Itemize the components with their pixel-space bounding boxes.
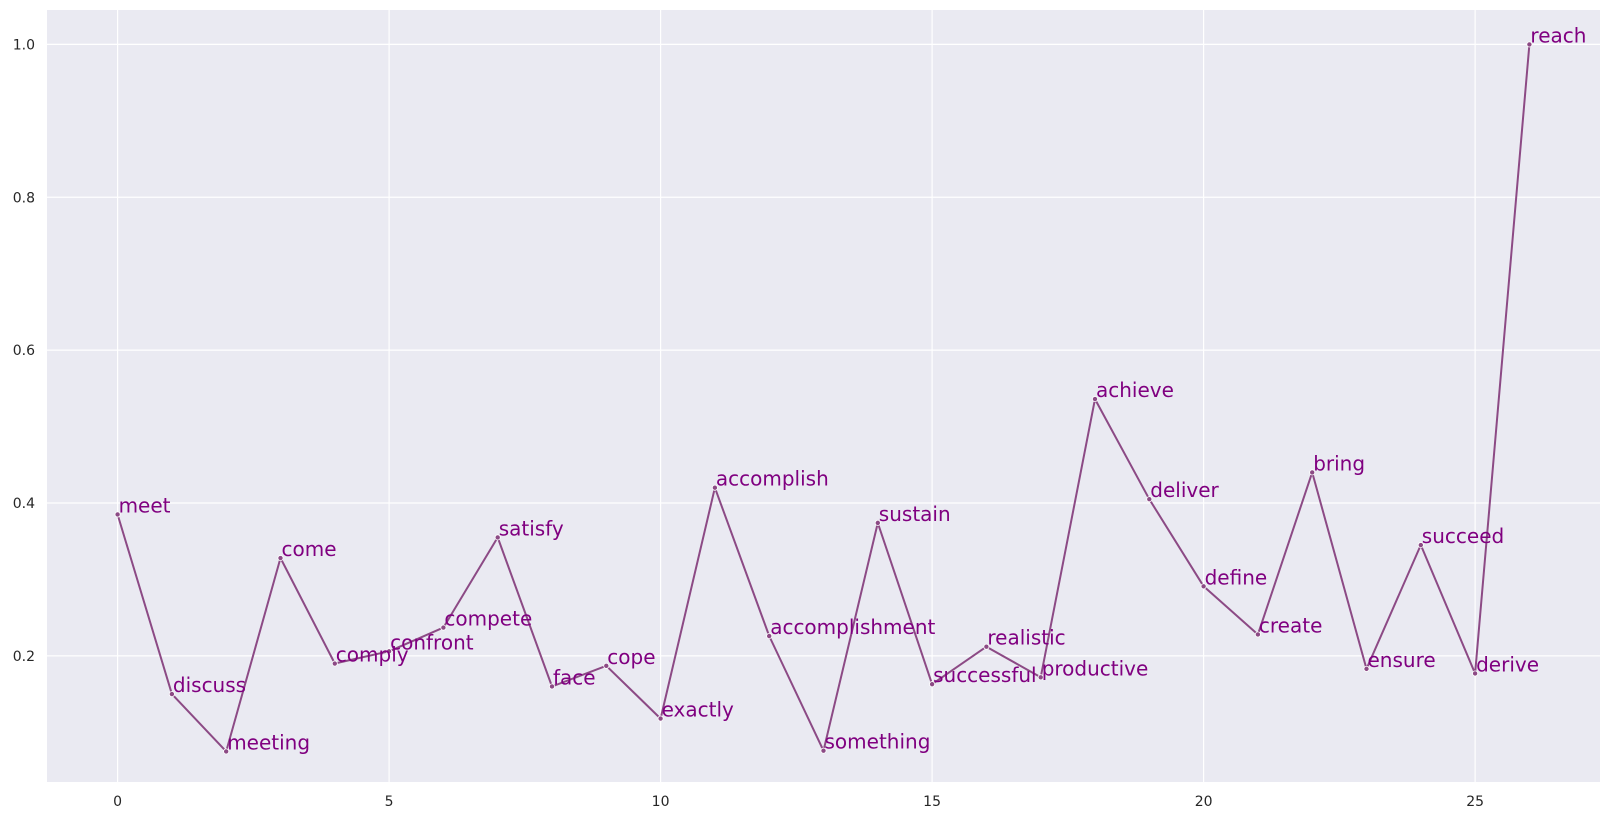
data-point bbox=[1037, 674, 1044, 681]
x-tick-label: 15 bbox=[923, 794, 941, 810]
data-point bbox=[1146, 496, 1153, 503]
data-point bbox=[874, 519, 881, 526]
y-tick-label: 1.0 bbox=[13, 37, 35, 53]
point-label: succeed bbox=[1422, 524, 1504, 548]
data-point bbox=[929, 681, 936, 688]
point-label: achieve bbox=[1096, 378, 1174, 402]
point-label: face bbox=[553, 665, 596, 689]
point-label: satisfy bbox=[499, 516, 564, 540]
y-tick-label: 0.6 bbox=[13, 343, 35, 359]
point-label: sustain bbox=[879, 502, 951, 526]
point-label: derive bbox=[1476, 652, 1539, 676]
point-labels: meet discuss meeting come complyconfrontcomp… bbox=[119, 23, 1587, 754]
data-point bbox=[548, 683, 555, 690]
point-label: accomplishment bbox=[770, 615, 935, 639]
point-label: define bbox=[1205, 565, 1268, 589]
point-label: something bbox=[825, 730, 931, 754]
data-point bbox=[983, 643, 990, 650]
grid bbox=[47, 10, 1600, 782]
x-tick-label: 0 bbox=[113, 794, 122, 810]
point-label: comply bbox=[336, 643, 409, 667]
data-point bbox=[711, 484, 718, 491]
point-label: compete bbox=[444, 607, 532, 631]
x-tick-label: 20 bbox=[1195, 794, 1213, 810]
data-point bbox=[1417, 542, 1424, 549]
data-point bbox=[1526, 41, 1533, 48]
point-label: meeting bbox=[227, 730, 310, 754]
data-point bbox=[331, 660, 338, 667]
point-label: meet bbox=[119, 493, 171, 517]
data-point bbox=[603, 662, 610, 669]
data-point bbox=[114, 511, 121, 518]
data-point bbox=[494, 534, 501, 541]
point-label: exactly bbox=[662, 698, 734, 722]
data-point bbox=[168, 691, 175, 698]
data-point bbox=[820, 747, 827, 754]
data-point bbox=[386, 648, 393, 655]
point-label: productive bbox=[1042, 656, 1149, 680]
data-point bbox=[766, 633, 773, 640]
data-point bbox=[1200, 583, 1207, 590]
data-point bbox=[223, 748, 230, 755]
axis-ticks: 0 5 10 15 20 25 0.2 0.4 0.6 0.8 1.0 bbox=[13, 37, 1484, 810]
y-tick-label: 0.4 bbox=[13, 496, 35, 512]
point-label: deliver bbox=[1150, 478, 1219, 502]
point-label: come bbox=[281, 537, 336, 561]
data-point bbox=[440, 624, 447, 631]
point-label: accomplish bbox=[716, 467, 829, 491]
data-point bbox=[1472, 670, 1479, 677]
x-tick-label: 5 bbox=[385, 794, 394, 810]
data-point bbox=[277, 555, 284, 562]
series bbox=[114, 41, 1533, 755]
data-point bbox=[1254, 631, 1261, 638]
data-point bbox=[1363, 665, 1370, 672]
data-point bbox=[1309, 469, 1316, 476]
point-label: bring bbox=[1313, 451, 1365, 475]
x-tick-label: 25 bbox=[1466, 794, 1484, 810]
point-label: reach bbox=[1530, 23, 1586, 47]
plot-background bbox=[47, 10, 1600, 782]
data-point bbox=[657, 715, 664, 722]
point-label: realistic bbox=[987, 626, 1065, 650]
x-tick-label: 10 bbox=[652, 794, 670, 810]
point-label: create bbox=[1259, 613, 1323, 637]
y-tick-label: 0.2 bbox=[13, 649, 35, 665]
point-label: confront bbox=[390, 630, 474, 654]
point-label: ensure bbox=[1368, 648, 1436, 672]
data-point bbox=[1092, 396, 1099, 403]
point-label: discuss bbox=[173, 673, 246, 697]
point-label: cope bbox=[607, 645, 655, 669]
y-tick-label: 0.8 bbox=[13, 190, 35, 206]
point-label: successful bbox=[933, 663, 1037, 687]
